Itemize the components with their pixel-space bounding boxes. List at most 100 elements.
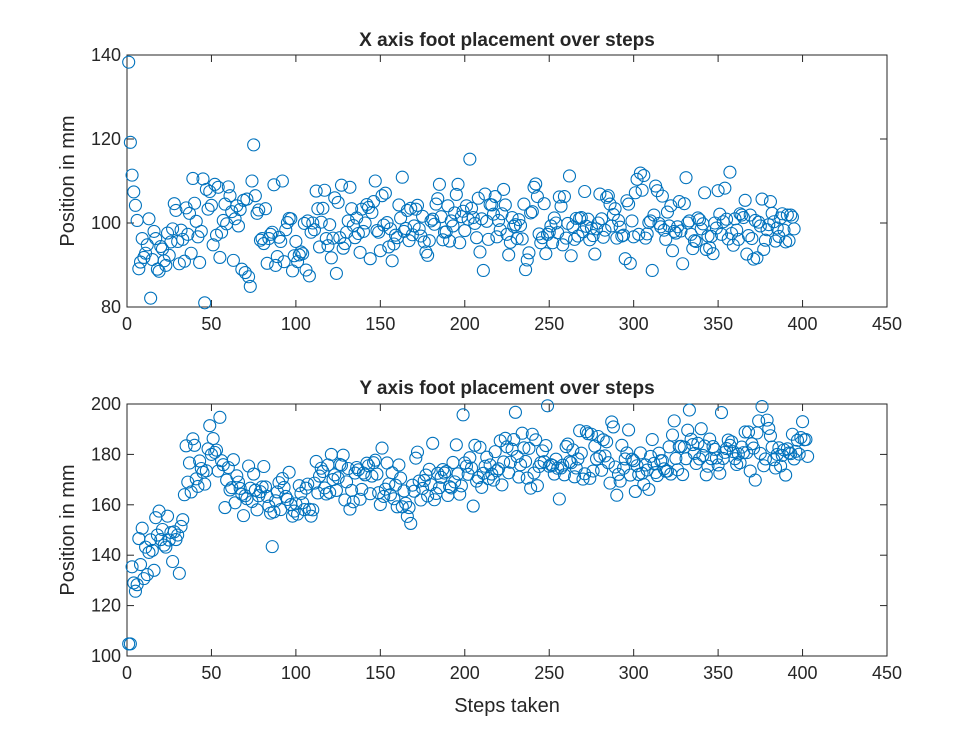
data-point: [554, 199, 568, 213]
data-point: [497, 455, 511, 469]
data-point: [625, 214, 639, 228]
data-point: [331, 195, 345, 209]
data-point: [645, 263, 659, 278]
data-point: [370, 467, 384, 481]
data-point: [233, 203, 247, 217]
data-point: [404, 201, 418, 215]
data-point: [799, 432, 813, 447]
data-point: [377, 218, 391, 232]
data-point: [529, 433, 543, 447]
data-point: [529, 177, 543, 191]
data-point: [552, 190, 566, 204]
data-point: [410, 445, 425, 459]
data-point: [667, 224, 681, 238]
data-point: [593, 449, 607, 463]
data-point: [801, 449, 815, 463]
data-point: [211, 180, 225, 194]
data-point: [245, 174, 259, 188]
data-point: [162, 248, 176, 262]
data-point: [632, 227, 646, 241]
data-point: [135, 521, 149, 535]
data-point: [530, 189, 544, 204]
data-point: [188, 438, 202, 452]
data-point: [615, 438, 629, 452]
data-point: [775, 448, 789, 462]
data-point: [312, 240, 327, 254]
data-point: [520, 253, 534, 267]
data-point: [159, 258, 173, 272]
data-point: [586, 229, 600, 243]
data-point: [186, 171, 200, 186]
data-point: [441, 199, 455, 213]
x-ticks: 0 50 100 150 200 250 300 350 400 450: [122, 404, 902, 683]
x-tick-label: 150: [365, 314, 395, 334]
data-point: [343, 180, 357, 194]
data-point: [608, 460, 622, 474]
data-point: [517, 197, 531, 211]
data-point: [524, 481, 538, 495]
data-point: [277, 480, 291, 494]
data-point: [701, 459, 715, 473]
x-tick-label: 450: [872, 314, 902, 334]
data-point: [184, 246, 198, 260]
plot-area: [126, 403, 888, 657]
data-point: [532, 227, 546, 241]
data-point: [198, 477, 212, 491]
data-point: [181, 227, 195, 241]
data-point: [606, 420, 620, 434]
data-point: [760, 413, 774, 427]
data-point: [562, 169, 577, 183]
data-point: [309, 184, 323, 198]
data-point: [422, 234, 436, 248]
y-tick-label: 120: [91, 596, 121, 616]
data-point: [341, 461, 355, 476]
data-point: [495, 478, 509, 492]
data-point: [267, 505, 281, 519]
data-point: [616, 461, 631, 475]
y-axis-label: Position in mm: [57, 115, 79, 246]
data-point: [274, 234, 288, 249]
data-point: [137, 572, 151, 586]
data-point: [125, 560, 139, 574]
data-point: [193, 255, 207, 270]
data-point: [329, 483, 343, 497]
data-point: [698, 439, 712, 453]
data-point: [524, 206, 538, 220]
data-point: [258, 202, 273, 216]
data-point: [171, 528, 185, 542]
data-point: [436, 233, 450, 247]
y-axis-panel: Y axis foot placement over steps Positio…: [57, 378, 902, 717]
data-point: [147, 224, 161, 238]
data-point: [306, 503, 320, 517]
data-point: [741, 425, 756, 439]
data-point: [596, 433, 610, 447]
data-point: [132, 262, 146, 276]
data-point: [760, 223, 774, 237]
data-point: [502, 248, 516, 262]
data-point: [713, 466, 727, 480]
data-point: [206, 238, 220, 252]
data-point: [603, 476, 617, 490]
data-point: [363, 252, 377, 266]
data-point: [787, 452, 801, 466]
x-tick-label: 300: [619, 663, 649, 683]
data-point: [174, 519, 188, 534]
data-point: [755, 192, 769, 206]
data-point: [331, 471, 345, 485]
data-point: [252, 203, 266, 217]
data-point: [503, 235, 517, 249]
data-point: [191, 479, 205, 493]
data-point: [454, 479, 468, 493]
data-point: [713, 207, 727, 221]
data-point: [559, 440, 573, 454]
data-point: [765, 206, 779, 220]
data-point: [446, 219, 460, 233]
data-point: [714, 227, 729, 241]
data-point: [571, 229, 585, 243]
data-point: [573, 211, 587, 225]
data-point: [316, 201, 330, 215]
x-tick-label: 200: [450, 314, 480, 334]
data-point: [296, 247, 310, 261]
data-point: [203, 184, 217, 199]
data-point: [302, 269, 316, 283]
